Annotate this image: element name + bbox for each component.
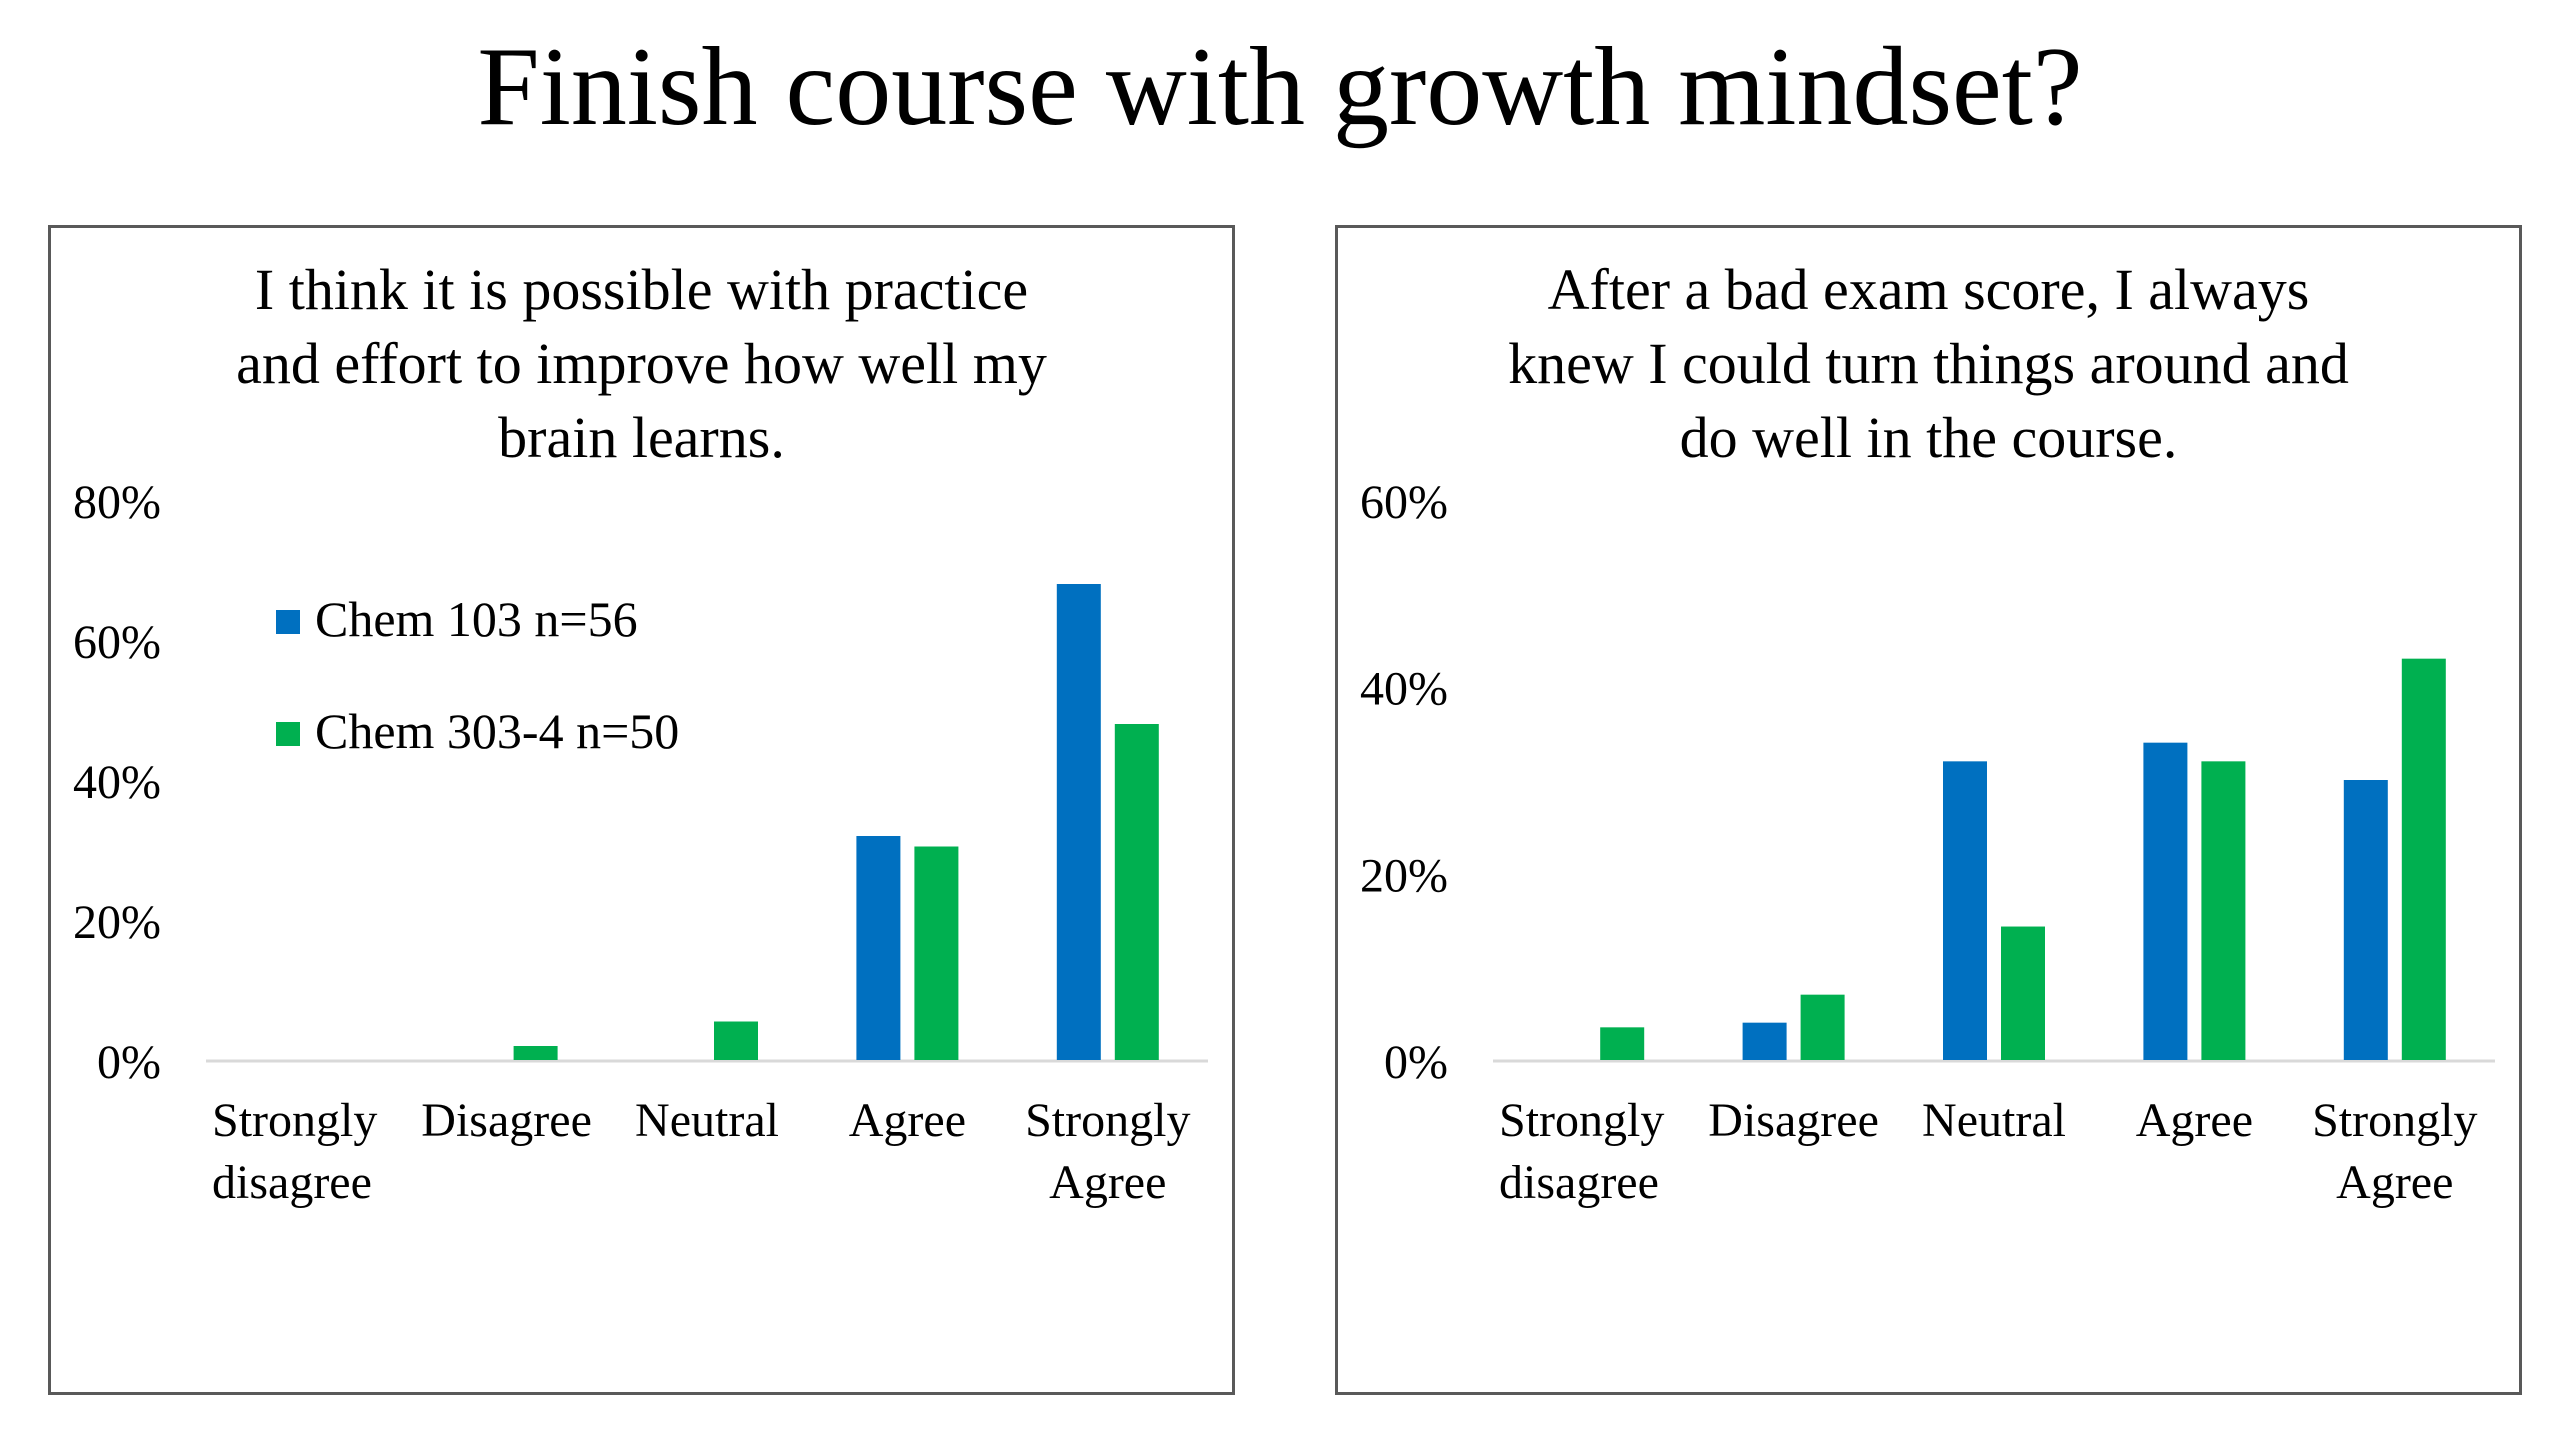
y-tick-label: 20% xyxy=(73,896,161,949)
x-tick-label-line: Neutral xyxy=(1922,1094,2066,1147)
x-tick-label-line: disagree xyxy=(1499,1156,1659,1209)
x-tick-label-line: Neutral xyxy=(635,1094,779,1147)
x-tick-label-line: disagree xyxy=(212,1156,372,1209)
y-tick-label: 40% xyxy=(73,756,161,809)
y-tick-label: 0% xyxy=(1384,1036,1448,1089)
bar-chart-brain-learns: 0% 20% 40% 60% 80% Strongly disagree Disagree Ne… xyxy=(73,476,1208,1209)
y-tick-label: 0% xyxy=(97,1036,161,1089)
legend-label: Chem 303-4 n=50 xyxy=(315,703,679,759)
bar-chem-103 xyxy=(1056,584,1101,1060)
x-tick-label-line: Strongly xyxy=(212,1094,377,1147)
x-tick-label: Strongly disagree xyxy=(1499,1094,1664,1209)
bar-chem-303-4 xyxy=(914,846,959,1060)
bar-chem-103 xyxy=(1742,1022,1787,1060)
legend-swatch-chem-303-4 xyxy=(276,722,300,746)
bar-chem-303-4 xyxy=(513,1046,558,1060)
x-tick-label-line: Agree xyxy=(1049,1156,1166,1209)
x-tick-label: Strongly disagree xyxy=(212,1094,377,1209)
chart-title: After a bad exam score, I always knew I … xyxy=(1508,257,2349,470)
x-tick-label: Disagree xyxy=(1708,1094,1879,1147)
y-tick-label: 20% xyxy=(1360,849,1448,902)
chart-panel-bad-exam: After a bad exam score, I always knew I … xyxy=(1335,225,2522,1395)
chart-title: I think it is possible with practice and… xyxy=(236,257,1047,470)
x-tick-label-line: Strongly xyxy=(1499,1094,1664,1147)
x-tick-label-line: Disagree xyxy=(421,1094,592,1147)
bar-chem-103 xyxy=(2343,780,2388,1060)
x-tick-label: Agree xyxy=(849,1094,966,1147)
chart-panel-brain-learns: I think it is possible with practice and… xyxy=(48,225,1235,1395)
x-tick-label-line: Agree xyxy=(2336,1156,2453,1209)
bar-chem-303-4 xyxy=(1114,724,1159,1060)
x-tick-label: Neutral xyxy=(635,1094,779,1147)
legend-label: Chem 103 n=56 xyxy=(315,591,638,647)
bar-chem-103 xyxy=(2143,742,2188,1060)
y-tick-label: 60% xyxy=(1360,476,1448,529)
bar-chem-103 xyxy=(856,836,901,1060)
x-tick-label: Disagree xyxy=(421,1094,592,1147)
bar-chem-303-4 xyxy=(2401,658,2446,1060)
x-tick-label-line: Agree xyxy=(849,1094,966,1147)
x-tick-label-line: Strongly xyxy=(2312,1094,2477,1147)
bar-chem-303-4 xyxy=(1800,994,1845,1060)
x-tick-label: Neutral xyxy=(1922,1094,2066,1147)
bar-chart-bad-exam: 0% 20% 40% 60% Strongly disagree Disagree Neutr… xyxy=(1360,476,2495,1209)
legend-swatch-chem-103 xyxy=(276,610,300,634)
x-tick-label-line: Disagree xyxy=(1708,1094,1879,1147)
x-tick-label: Strongly Agree xyxy=(2312,1094,2477,1209)
y-tick-label: 40% xyxy=(1360,663,1448,716)
bar-chem-103 xyxy=(1943,761,1987,1060)
x-tick-label-line: Agree xyxy=(2136,1094,2253,1147)
bar-chem-303-4 xyxy=(2201,761,2246,1060)
x-tick-label: Agree xyxy=(2136,1094,2253,1147)
bar-chem-303-4 xyxy=(1600,1027,1645,1060)
page-title: Finish course with growth mindset? xyxy=(477,25,2083,149)
y-tick-label: 60% xyxy=(73,616,161,669)
y-tick-label: 80% xyxy=(73,476,161,529)
x-tick-label: Strongly Agree xyxy=(1025,1094,1190,1209)
x-tick-label-line: Strongly xyxy=(1025,1094,1190,1147)
bar-chem-303-4 xyxy=(2001,926,2045,1060)
bar-chem-303-4 xyxy=(714,1021,758,1060)
